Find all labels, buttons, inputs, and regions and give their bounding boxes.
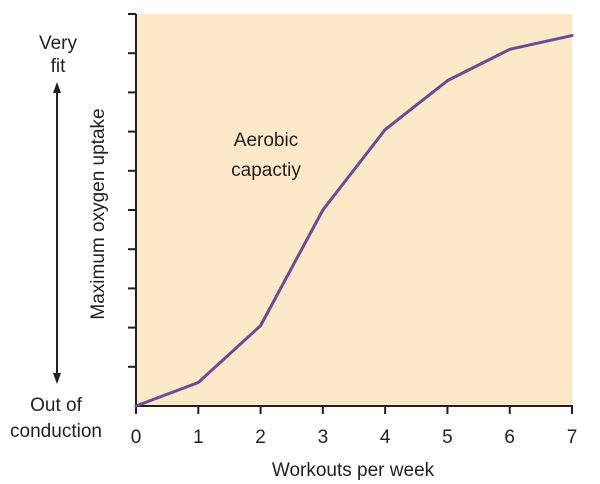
x-tick-label: 2: [255, 427, 266, 448]
series-line: [134, 34, 574, 408]
x-axis-ticks: 0 1 2 3 4 5 6 7: [131, 406, 578, 448]
y-axis-ticks: [128, 13, 136, 368]
plot-area: [136, 14, 572, 406]
x-tick-label: 5: [442, 427, 453, 448]
x-tick-label: 7: [567, 427, 578, 448]
x-axis-label: Workouts per week: [272, 460, 435, 481]
x-tick-label: 1: [193, 427, 204, 448]
y-bottom-label: Out of conduction: [10, 395, 102, 442]
arrow-up-head: [53, 82, 61, 93]
arrow-down-head: [53, 373, 61, 384]
x-tick-label: 0: [131, 427, 142, 448]
y-top-label: Very fit: [39, 33, 78, 77]
annotation-label: Aerobic capactiy: [231, 130, 301, 181]
double-arrow-icon: [53, 82, 61, 384]
x-tick-label: 6: [504, 427, 515, 448]
x-tick-label: 4: [380, 427, 391, 448]
y-axis-label: Maximum oxygen uptake: [88, 108, 109, 319]
x-tick-label: 3: [318, 427, 329, 448]
